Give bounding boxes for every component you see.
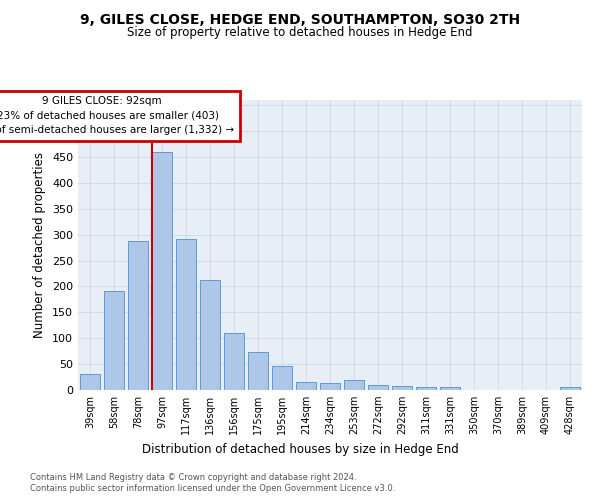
Text: Size of property relative to detached houses in Hedge End: Size of property relative to detached ho… <box>127 26 473 39</box>
Bar <box>440 388 460 390</box>
Y-axis label: Number of detached properties: Number of detached properties <box>34 152 46 338</box>
Bar <box>224 333 244 390</box>
Bar <box>104 291 124 390</box>
Bar <box>272 366 292 390</box>
Bar <box>368 385 388 390</box>
Bar <box>344 380 364 390</box>
Bar <box>200 280 220 390</box>
Bar <box>128 241 148 390</box>
Bar <box>296 382 316 390</box>
Bar <box>560 388 580 390</box>
Bar <box>152 152 172 390</box>
Bar <box>392 386 412 390</box>
Bar <box>248 352 268 390</box>
Text: Distribution of detached houses by size in Hedge End: Distribution of detached houses by size … <box>142 442 458 456</box>
Text: Contains HM Land Registry data © Crown copyright and database right 2024.: Contains HM Land Registry data © Crown c… <box>30 472 356 482</box>
Text: 9, GILES CLOSE, HEDGE END, SOUTHAMPTON, SO30 2TH: 9, GILES CLOSE, HEDGE END, SOUTHAMPTON, … <box>80 12 520 26</box>
Bar <box>416 388 436 390</box>
Bar <box>80 374 100 390</box>
Bar <box>320 384 340 390</box>
Bar <box>176 240 196 390</box>
Text: 9 GILES CLOSE: 92sqm
← 23% of detached houses are smaller (403)
76% of semi-deta: 9 GILES CLOSE: 92sqm ← 23% of detached h… <box>0 96 235 136</box>
Text: Contains public sector information licensed under the Open Government Licence v3: Contains public sector information licen… <box>30 484 395 493</box>
